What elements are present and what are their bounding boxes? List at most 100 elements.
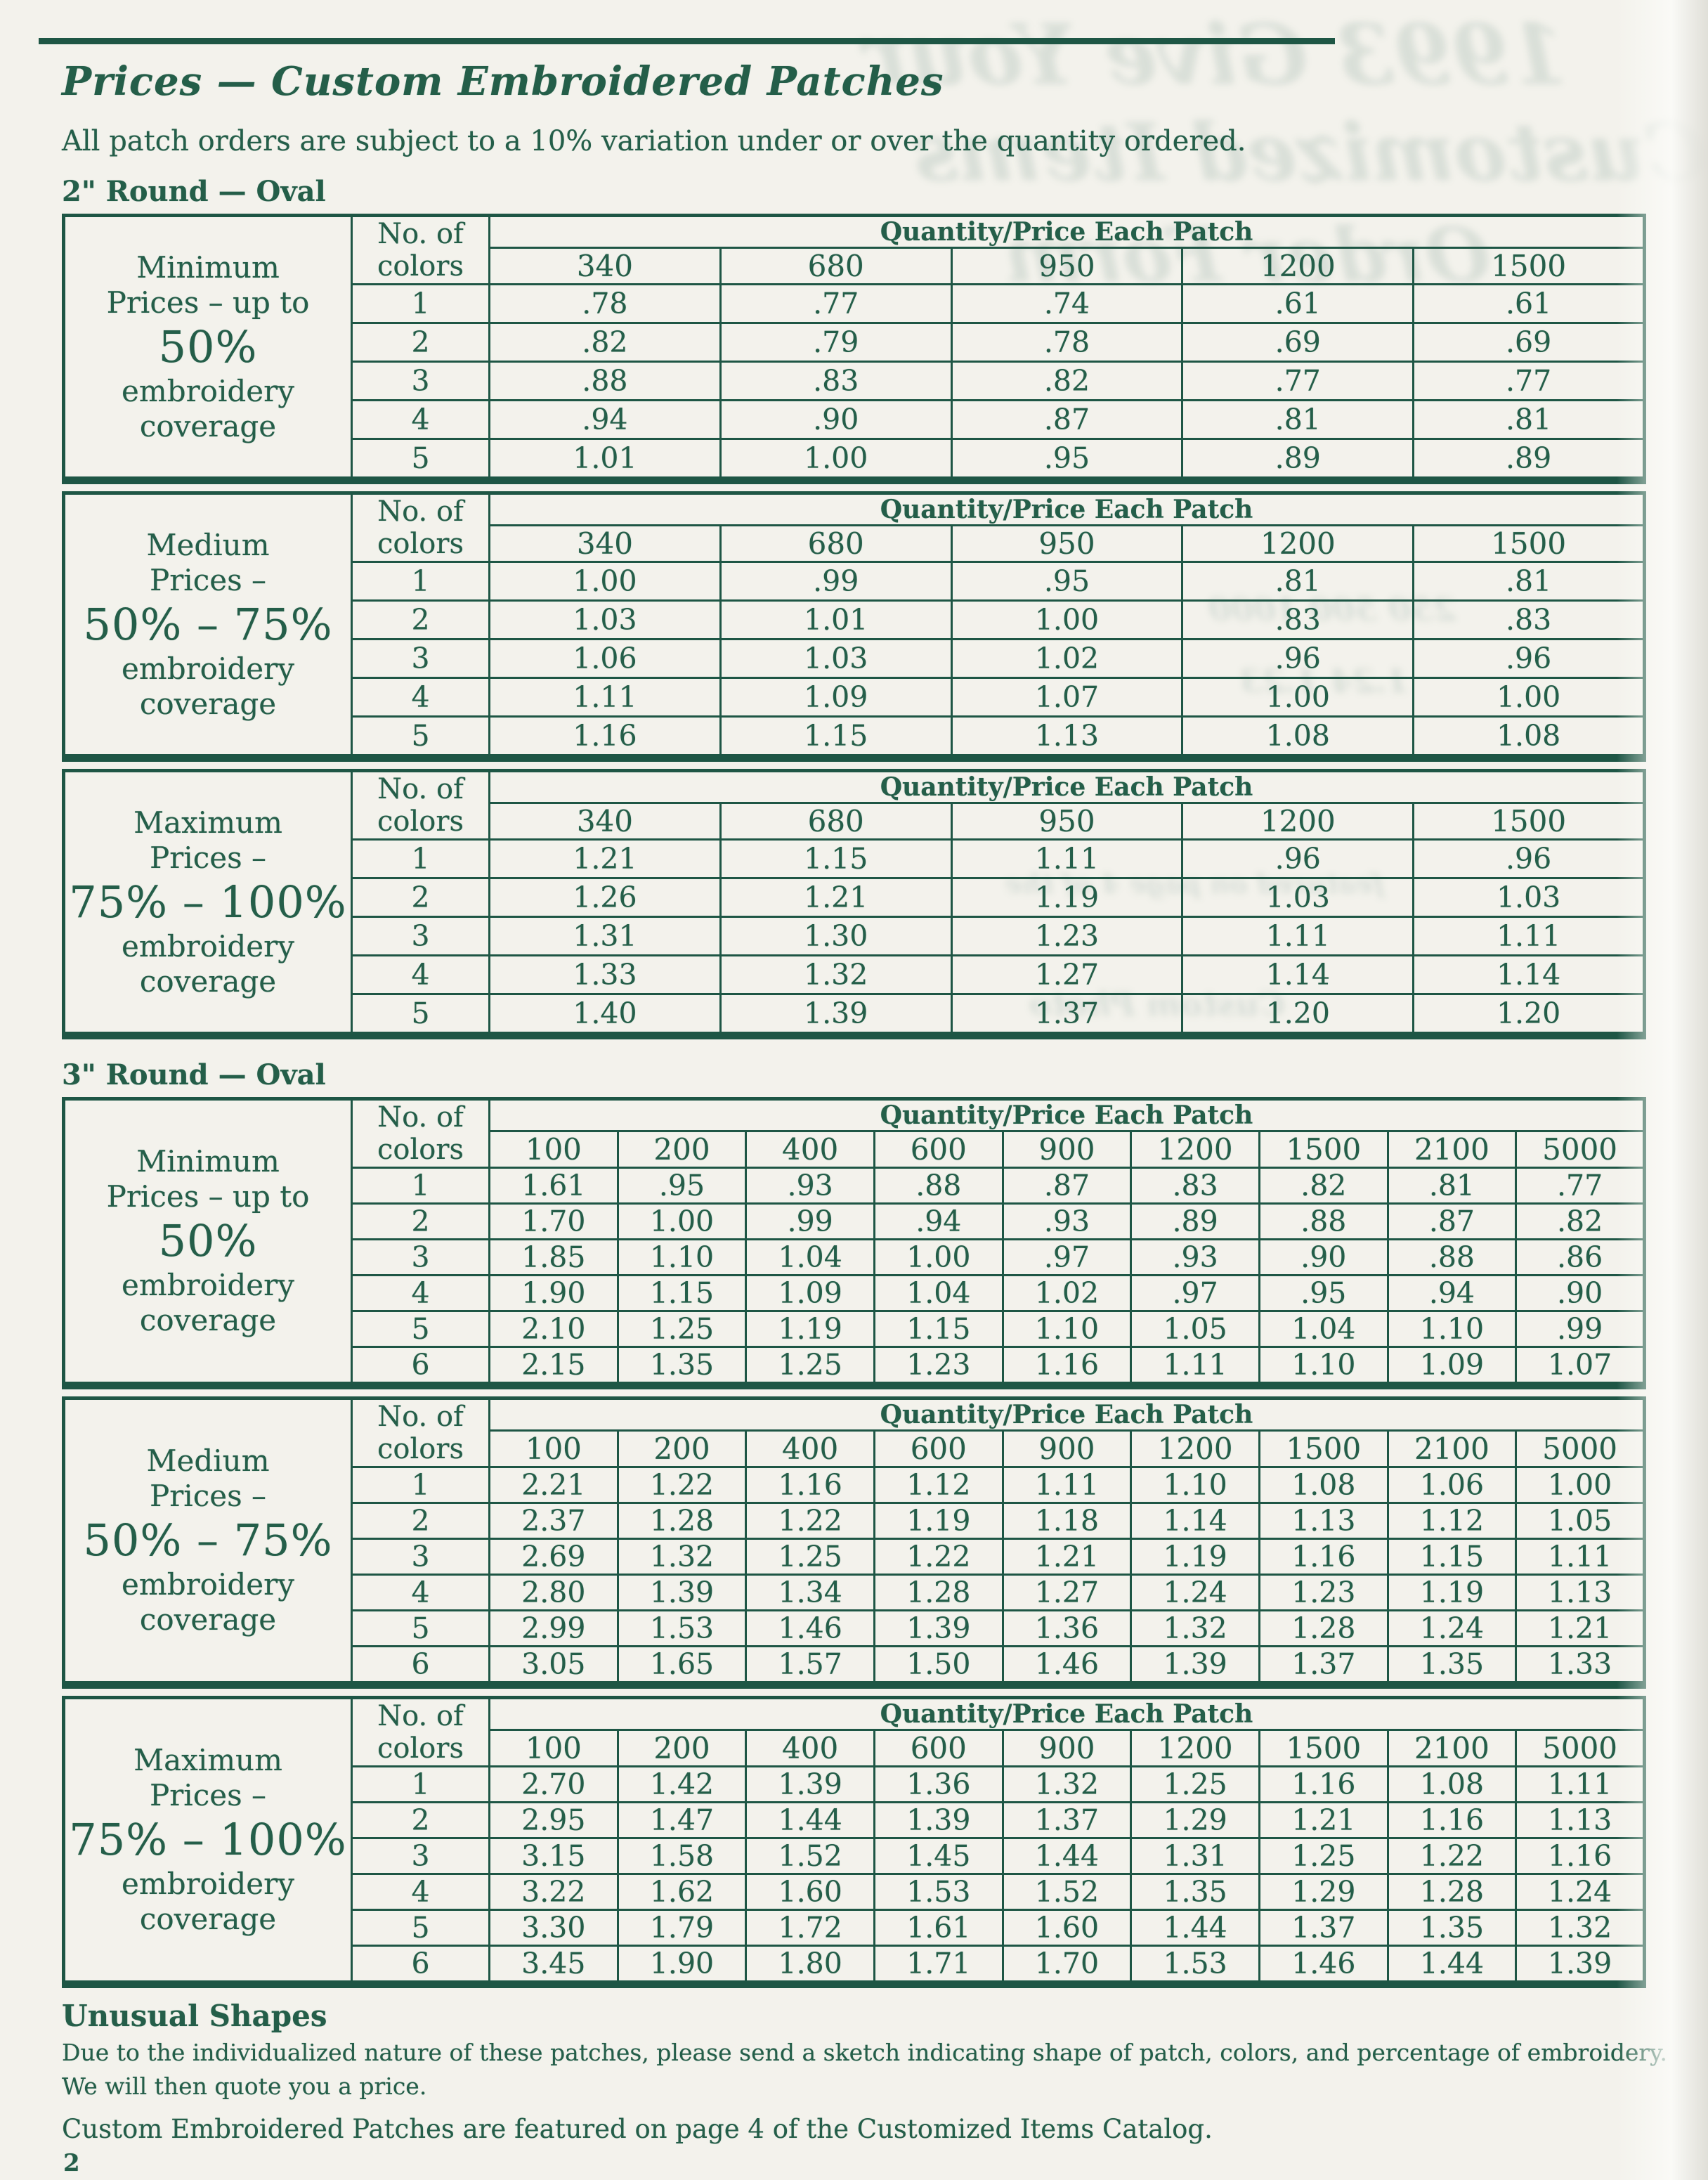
coverage-label-line: embroidery	[122, 1567, 294, 1602]
price-cell: .95	[950, 561, 1184, 602]
price-cell: .69	[1412, 322, 1646, 363]
variation-note: All patch orders are subject to a 10% va…	[62, 125, 1246, 157]
price-row: 3 1.06 1.03 1.02.96.96	[64, 638, 1646, 679]
price-row: 1 1.21 1.15 1.11.96.96	[64, 838, 1646, 879]
price-cell: .89	[1181, 438, 1415, 481]
coverage-label-line: 75% – 100%	[69, 876, 347, 928]
price-cell: 1.00	[616, 1202, 748, 1240]
quantity-header-cell: 680	[719, 247, 953, 285]
colors-column-header: No. of colors	[351, 770, 490, 841]
price-row: 5 1.40 1.39 1.37 1.20 1.20	[64, 993, 1646, 1037]
price-cell: 1.39	[873, 1609, 1004, 1647]
price-cell: 1.37	[1001, 1801, 1133, 1839]
price-cell: .78	[950, 322, 1184, 363]
price-row: 5 2.10 1.25 1.19 1.15 1.10 1.05 1.04 1.10.99	[64, 1310, 1645, 1348]
colors-count-cell: 4	[351, 954, 490, 995]
price-cell: 1.50	[873, 1645, 1004, 1686]
price-cell: 1.29	[1258, 1873, 1389, 1911]
price-cell: 1.53	[616, 1609, 748, 1647]
price-cell: 2.69	[488, 1538, 619, 1576]
quantity-header-cell: 340	[488, 802, 722, 841]
price-cell: .93	[1001, 1202, 1133, 1240]
price-cell: 1.21	[1515, 1609, 1645, 1647]
price-cell: 1.46	[1001, 1645, 1133, 1686]
qty-price-band-header: Quantity/Price Each Patch	[488, 1397, 1645, 1432]
price-row: 1.78.77.74.61.61	[64, 283, 1646, 324]
colors-count-cell: 3	[351, 1837, 490, 1875]
unusual-shapes-heading: Unusual Shapes	[62, 1999, 327, 2033]
price-row: 3 2.69 1.32 1.25 1.22 1.21 1.19 1.16 1.15 1.11	[64, 1538, 1645, 1576]
price-cell: 1.39	[616, 1574, 748, 1611]
price-cell: 1.19	[1130, 1538, 1260, 1576]
quantity-header-cell: 1500	[1258, 1130, 1389, 1169]
price-cell: 1.70	[488, 1202, 619, 1240]
qty-price-band-header: Quantity/Price Each Patch	[488, 1098, 1645, 1132]
colors-count-cell: 5	[351, 1310, 490, 1348]
price-row: 4 2.80 1.39 1.34 1.28 1.27 1.24 1.23 1.19 1.13	[64, 1574, 1645, 1611]
price-table: Minimum Prices – up to 50% embroidery covera…	[62, 214, 1647, 484]
price-cell: 1.08	[1386, 1765, 1518, 1803]
price-cell: .81	[1181, 561, 1415, 602]
quantity-header-cell: 1200	[1130, 1729, 1260, 1767]
price-cell: .83	[719, 361, 953, 401]
coverage-label-line: 50%	[158, 1215, 258, 1266]
quantity-header-cell: 1200	[1130, 1429, 1260, 1468]
price-cell: 1.15	[719, 838, 953, 879]
quantity-header-cell: 2100	[1386, 1130, 1518, 1169]
price-cell: 1.35	[1386, 1909, 1518, 1947]
price-cell: 1.11	[1001, 1466, 1133, 1504]
price-cell: 1.11	[1515, 1765, 1645, 1803]
price-cell: 2.21	[488, 1466, 619, 1504]
price-cell: 3.15	[488, 1837, 619, 1875]
price-cell: 1.09	[1386, 1346, 1518, 1387]
price-cell: 1.28	[1386, 1873, 1518, 1911]
price-row: 1 2.70 1.42 1.39 1.36 1.32 1.25 1.16 1.08 1.11	[64, 1765, 1645, 1803]
coverage-label-line: embroidery	[122, 651, 294, 686]
price-cell: .82	[950, 361, 1184, 401]
quantity-header-cell: 950	[950, 247, 1184, 285]
quantity-header-cell: 400	[745, 1729, 875, 1767]
price-cell: .97	[1001, 1238, 1133, 1276]
price-cell: 2.15	[488, 1346, 619, 1387]
price-cell: 1.32	[1515, 1909, 1645, 1947]
price-cell: .77	[1412, 361, 1646, 401]
price-cell: 1.90	[616, 1945, 748, 1985]
price-row: 6 3.45 1.90 1.80 1.71 1.70 1.53 1.46 1.44 1.39	[64, 1945, 1645, 1985]
price-cell: 1.23	[873, 1346, 1004, 1387]
price-cell: 1.52	[1001, 1873, 1133, 1911]
coverage-label-line: Maximum	[133, 805, 282, 840]
coverage-label-line: 75% – 100%	[69, 1814, 347, 1865]
price-cell: 1.25	[1130, 1765, 1260, 1803]
price-cell: 1.13	[1258, 1502, 1389, 1540]
coverage-label-cell: Medium Prices –50% – 75% embroidery coverag…	[63, 1397, 353, 1686]
colors-column-header-line: No. of	[377, 1401, 464, 1433]
price-cell: .86	[1515, 1238, 1645, 1276]
coverage-label-line: Prices –	[149, 840, 267, 875]
colors-count-cell: 5	[351, 438, 490, 481]
price-cell: 1.01	[719, 599, 953, 640]
price-table: Maximum Prices –75% – 100% embroidery cover…	[62, 1696, 1646, 1988]
page-title: Prices — Custom Embroidered Patches	[62, 58, 944, 105]
price-cell: 1.09	[745, 1274, 875, 1312]
price-cell: 1.39	[1130, 1645, 1260, 1686]
price-cell: 1.46	[1258, 1945, 1389, 1985]
coverage-label-line: Prices – up to	[106, 1179, 310, 1214]
price-cell: 1.44	[1130, 1909, 1260, 1947]
price-cell: 1.32	[1001, 1765, 1133, 1803]
coverage-label-cell: Minimum Prices – up to 50% embroidery covera…	[63, 1098, 353, 1387]
colors-column-header: No. of colors	[351, 1098, 490, 1169]
price-cell: 1.21	[1001, 1538, 1133, 1576]
price-cell: 1.03	[719, 638, 953, 679]
price-cell: .93	[1130, 1238, 1260, 1276]
price-cell: 2.37	[488, 1502, 619, 1540]
price-cell: 3.45	[488, 1945, 619, 1985]
price-cell: 1.04	[873, 1274, 1004, 1312]
price-cell: .81	[1412, 399, 1646, 440]
quantity-header-cell: 680	[719, 802, 953, 841]
price-cell: .94	[873, 1202, 1004, 1240]
price-cell: 1.16	[745, 1466, 875, 1504]
price-cell: 1.44	[1001, 1837, 1133, 1875]
quantity-header-cell: 5000	[1515, 1429, 1645, 1468]
price-row: 3.88.83.82.77.77	[64, 361, 1646, 401]
price-row: 2 1.70 1.00.99.94.93.89.88.87.82	[64, 1202, 1645, 1240]
